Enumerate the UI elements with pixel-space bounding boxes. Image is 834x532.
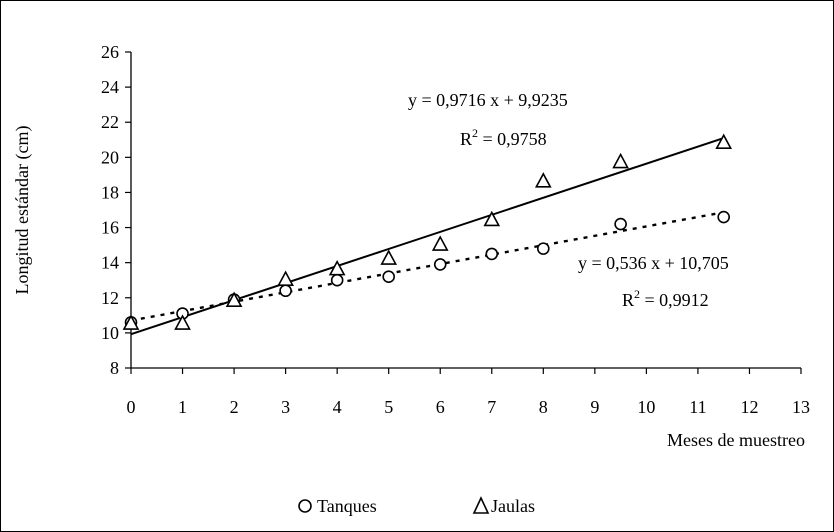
point-tanques: [717, 210, 730, 224]
legend: Tanques Jaulas: [298, 496, 535, 516]
x-tick-label: 2: [230, 397, 239, 417]
point-jaulas: [483, 210, 501, 227]
x-axis-label: Meses de muestreo: [667, 430, 805, 450]
y-tick-label: 26: [101, 42, 119, 62]
point-tanques: [614, 217, 627, 231]
data-points: [122, 133, 733, 330]
x-tick-label: 1: [178, 397, 187, 417]
point-tanques: [279, 284, 292, 298]
x-tick-label: 10: [637, 397, 655, 417]
y-tick-label: 14: [101, 253, 119, 273]
point-jaulas: [612, 152, 629, 169]
legend-tanques-marker: [298, 499, 312, 513]
x-tick-label: 13: [792, 397, 810, 417]
legend-jaulas-label: Jaulas: [491, 496, 535, 516]
tanques-r2-label: R: [622, 290, 634, 310]
tanques-equation: y = 0,536 x + 10,705: [578, 253, 729, 273]
x-tick-label: 9: [590, 397, 599, 417]
point-tanques: [433, 258, 447, 271]
jaulas-r2: R2 = 0,9758: [460, 126, 547, 149]
y-tick-label: 18: [101, 182, 119, 202]
point-tanques: [537, 242, 550, 255]
point-jaulas: [431, 235, 449, 251]
x-tick-label: 0: [127, 397, 136, 417]
y-tick-label: 8: [110, 358, 119, 378]
point-jaulas: [225, 291, 243, 308]
jaulas-equation: y = 0,9716 x + 9,9235: [408, 90, 568, 110]
legend-tanques-label: Tanques: [317, 496, 377, 516]
point-tanques: [382, 270, 395, 284]
x-tick-label: 8: [539, 397, 548, 417]
y-tick-label: 24: [101, 77, 119, 97]
point-jaulas: [122, 314, 140, 330]
x-tick-label: 7: [487, 397, 496, 417]
jaulas-r2-exp: 2: [472, 126, 478, 140]
point-jaulas: [328, 259, 346, 276]
y-tick-label: 20: [101, 147, 119, 167]
point-jaulas: [534, 172, 552, 188]
y-tick-label: 22: [101, 112, 119, 132]
legend-jaulas-marker: [472, 496, 490, 514]
trendlines: [130, 137, 725, 336]
y-tick-label: 10: [101, 323, 119, 343]
x-tick-label: 11: [689, 397, 706, 417]
y-tick-label: 12: [101, 288, 119, 308]
point-tanques: [485, 247, 499, 261]
jaulas-r2-label: R: [460, 129, 472, 149]
tanques-r2-value: = 0,9912: [640, 290, 709, 310]
x-tick-label: 4: [333, 397, 342, 417]
tanques-r2-exp: 2: [634, 287, 640, 301]
x-tick-label: 5: [384, 397, 393, 417]
point-jaulas: [380, 249, 398, 265]
point-jaulas: [277, 270, 294, 286]
x-tick-label: 12: [740, 397, 758, 417]
point-jaulas: [715, 133, 733, 150]
jaulas-r2-value: = 0,9758: [478, 129, 547, 149]
point-jaulas: [174, 314, 191, 330]
x-tick-label: 6: [436, 397, 445, 417]
x-tick-label: 3: [281, 397, 290, 417]
trendline-jaulas: [130, 137, 725, 336]
point-tanques: [330, 273, 344, 287]
y-axis-label: Longitud estándar (cm): [12, 126, 33, 295]
tanques-r2: R2 = 0,9912: [622, 287, 709, 310]
y-tick-label: 16: [101, 218, 119, 238]
